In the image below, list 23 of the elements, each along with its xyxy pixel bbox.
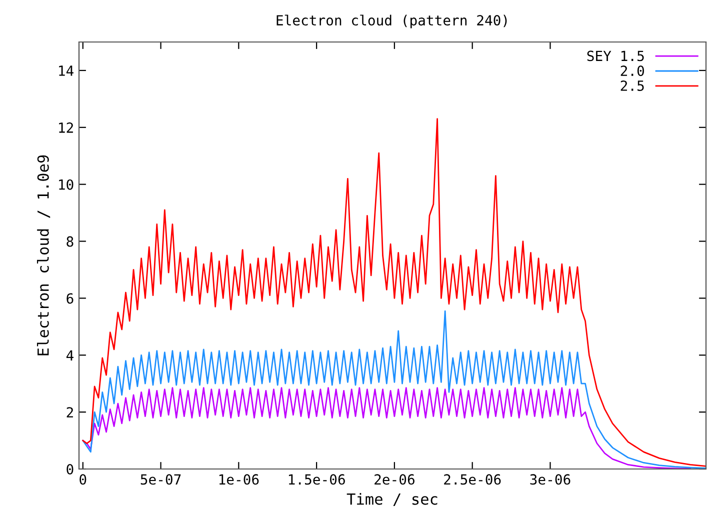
- x-tick-label: 1e-06: [219, 474, 259, 485]
- legend-label: SEY 1.5: [587, 50, 644, 62]
- y-tick-label: 14: [59, 66, 74, 76]
- legend-label: 2.0: [620, 66, 644, 76]
- x-tick-label: 5e-07: [140, 474, 181, 485]
- x-tick-label: 2.5e-06: [444, 474, 501, 485]
- y-tick-label: 6: [66, 293, 74, 304]
- y-axis-title: Electron cloud / 1.0e9: [36, 155, 50, 356]
- line-series: [82, 310, 706, 469]
- line-series: [82, 118, 706, 467]
- x-tick-label: 2e-06: [374, 474, 414, 485]
- x-tick-label: 1.5e-06: [288, 474, 345, 485]
- y-tick-label: 4: [66, 350, 74, 360]
- x-tick-label: 3e-06: [530, 474, 570, 485]
- y-tick-label: 12: [59, 122, 73, 133]
- y-tick-label: 2: [66, 407, 73, 418]
- y-tick-label: 0: [66, 464, 74, 475]
- y-tick-label: 10: [59, 179, 74, 190]
- y-tick-label: 8: [66, 236, 74, 247]
- x-axis-title: Time / sec: [346, 493, 438, 506]
- x-tick-label: 0: [80, 474, 86, 485]
- legend-label: 2.5: [620, 80, 644, 91]
- chart-title: Electron cloud (pattern 240): [276, 14, 507, 28]
